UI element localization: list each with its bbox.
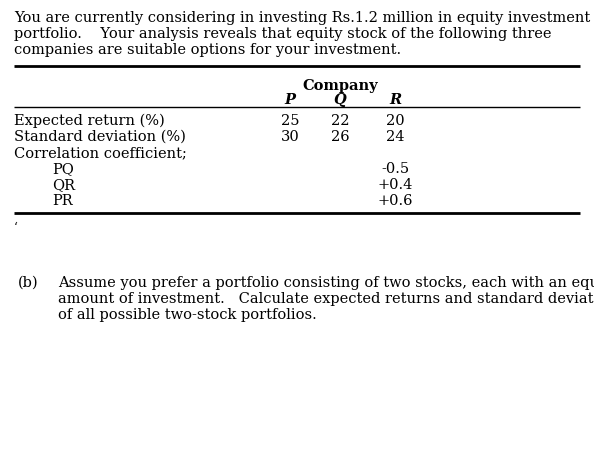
Text: 25: 25 xyxy=(281,114,299,128)
Text: R: R xyxy=(389,93,401,107)
Text: +0.4: +0.4 xyxy=(377,177,413,192)
Text: 26: 26 xyxy=(331,130,349,144)
Text: 20: 20 xyxy=(386,114,405,128)
Text: Q: Q xyxy=(334,93,346,107)
Text: PR: PR xyxy=(52,193,72,207)
Text: (b): (b) xyxy=(18,275,39,289)
Text: of all possible two-stock portfolios.: of all possible two-stock portfolios. xyxy=(58,307,317,321)
Text: P: P xyxy=(285,93,295,107)
Text: 30: 30 xyxy=(280,130,299,144)
Text: Correlation coefficient;: Correlation coefficient; xyxy=(14,146,187,160)
Text: companies are suitable options for your investment.: companies are suitable options for your … xyxy=(14,43,401,57)
Text: You are currently considering in investing Rs.1.2 million in equity investment: You are currently considering in investi… xyxy=(14,11,590,25)
Text: Expected return (%): Expected return (%) xyxy=(14,114,165,128)
Text: QR: QR xyxy=(52,177,75,192)
Text: PQ: PQ xyxy=(52,162,74,176)
Text: Assume you prefer a portfolio consisting of two stocks, each with an equal: Assume you prefer a portfolio consisting… xyxy=(58,275,594,289)
Text: Standard deviation (%): Standard deviation (%) xyxy=(14,130,186,144)
Text: Company: Company xyxy=(302,79,378,93)
Text: 24: 24 xyxy=(386,130,405,144)
Text: ‘: ‘ xyxy=(14,222,18,234)
Text: 22: 22 xyxy=(331,114,349,128)
Text: -0.5: -0.5 xyxy=(381,162,409,176)
Text: +0.6: +0.6 xyxy=(377,193,413,207)
Text: portfolio.    Your analysis reveals that equity stock of the following three: portfolio. Your analysis reveals that eq… xyxy=(14,27,551,41)
Text: amount of investment.   Calculate expected returns and standard deviation: amount of investment. Calculate expected… xyxy=(58,291,594,305)
